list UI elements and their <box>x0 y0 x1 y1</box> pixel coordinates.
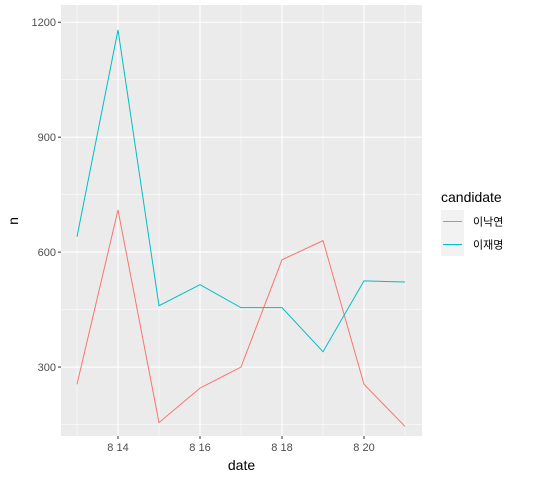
series-line-2 <box>76 29 406 353</box>
x-tick-label: 8 16 <box>189 442 210 454</box>
series-line-1 <box>76 209 406 427</box>
y-tick-label: 300 <box>38 362 56 374</box>
x-axis-title: date <box>228 457 255 473</box>
y-tick-label: 600 <box>38 247 56 259</box>
x-tick-label: 8 14 <box>107 442 128 454</box>
legend-label-2: 이재명 <box>473 239 503 252</box>
legend-label-1: 이낙연 <box>473 216 503 229</box>
y-tick-label: 900 <box>38 132 56 144</box>
y-tick-label: 1200 <box>32 17 56 29</box>
x-tick-label: 8 18 <box>271 442 292 454</box>
x-tick-label: 8 20 <box>353 442 374 454</box>
series-lines <box>76 29 406 427</box>
x-axis: 8 14 8 16 8 18 8 20 <box>107 436 375 454</box>
y-axis: 300 600 900 1200 <box>32 17 61 374</box>
minor-gridlines <box>61 5 422 436</box>
plot-panel <box>61 5 422 436</box>
legend-title: candidate <box>441 189 502 205</box>
y-axis-title: n <box>5 217 21 225</box>
